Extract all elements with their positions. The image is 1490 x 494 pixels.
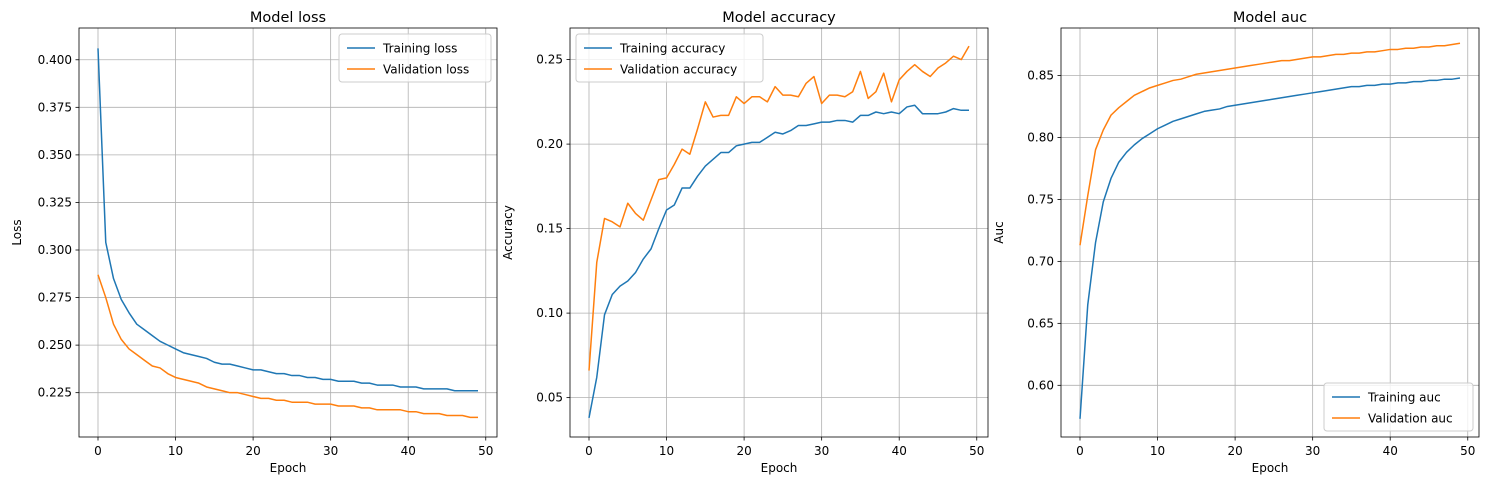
y-tick-label: 0.60	[1027, 378, 1054, 392]
y-tick-label: 0.325	[38, 195, 72, 209]
legend-label: Validation auc	[1368, 412, 1453, 426]
chart-panel-2: 0 10 20 30 40 50 0.05 0.10 0.15 0.20 0.25 Model acc…	[501, 10, 989, 475]
x-tick-label: 40	[1383, 444, 1398, 458]
x-tick-label: 0	[1076, 444, 1084, 458]
plot-frame	[1060, 27, 1480, 438]
chart-title: Model auc	[1233, 10, 1307, 26]
x-tick-label: 10	[168, 444, 183, 458]
y-tick-label: 0.400	[38, 53, 72, 67]
y-tick-label: 0.375	[38, 100, 72, 114]
legend-box	[575, 33, 764, 83]
x-tick-label: 50	[1460, 444, 1475, 458]
y-tick-label: 0.10	[536, 306, 563, 320]
legend: Training auc Validation auc	[1323, 382, 1474, 432]
chart-panel-3: 0 10 20 30 40 50 0.60 0.65 0.70 0.75 0.80 0.85 Model…	[992, 10, 1480, 475]
legend: Training accuracy Validation accuracy	[575, 33, 764, 83]
x-tick-label: 10	[659, 444, 674, 458]
plot-frame	[78, 27, 498, 438]
x-tick-label: 0	[94, 444, 102, 458]
chart-panel-1: 0 10 20 30 40 50 0.225 0.250 0.275 0.300 0.325 0.35…	[10, 10, 498, 475]
x-axis-label: Epoch	[270, 461, 307, 475]
y-tick-label: 0.65	[1027, 316, 1054, 330]
y-tick-label: 0.350	[38, 148, 72, 162]
legend-label: Validation accuracy	[620, 63, 737, 77]
chart-title: Model loss	[250, 10, 326, 26]
series-line-training-auc	[1079, 77, 1461, 419]
y-tick-label: 0.250	[38, 338, 72, 352]
x-tick-label: 0	[585, 444, 593, 458]
series-line-training-accuracy	[588, 104, 969, 419]
y-tick-label: 0.300	[38, 243, 72, 257]
y-tick-label: 0.70	[1027, 254, 1054, 268]
plot-frame	[569, 27, 989, 438]
x-tick-label: 50	[478, 444, 493, 458]
y-tick-label: 0.75	[1027, 192, 1054, 206]
series-line-validation-loss	[97, 274, 478, 419]
legend-label: Training auc	[1367, 391, 1441, 405]
y-tick-label: 0.225	[38, 386, 72, 400]
x-tick-label: 30	[323, 444, 338, 458]
x-tick-label: 20	[245, 444, 260, 458]
y-tick-label: 0.20	[536, 137, 563, 151]
x-axis-label: Epoch	[761, 461, 798, 475]
y-tick-label: 0.275	[38, 291, 72, 305]
y-tick-label: 0.25	[536, 53, 563, 67]
x-tick-label: 40	[401, 444, 416, 458]
legend: Training loss Validation loss	[338, 33, 492, 83]
legend-box	[1323, 382, 1474, 432]
y-axis-label: Accuracy	[501, 205, 515, 260]
y-tick-label: 0.05	[536, 391, 563, 405]
legend-box	[338, 33, 492, 83]
legend-label: Validation loss	[383, 63, 469, 77]
legend-label: Training accuracy	[619, 42, 725, 56]
y-tick-label: 0.80	[1027, 130, 1054, 144]
y-axis-label: Loss	[10, 219, 24, 245]
x-tick-label: 10	[1150, 444, 1165, 458]
x-tick-label: 50	[969, 444, 984, 458]
x-tick-label: 20	[1227, 444, 1242, 458]
x-axis-label: Epoch	[1252, 461, 1289, 475]
series-line-training-loss	[97, 48, 478, 392]
x-tick-label: 40	[892, 444, 907, 458]
y-tick-label: 0.15	[536, 222, 563, 236]
x-tick-label: 20	[736, 444, 751, 458]
x-tick-label: 30	[814, 444, 829, 458]
y-axis-label: Auc	[992, 221, 1006, 243]
legend-label: Training loss	[382, 42, 457, 56]
x-tick-label: 30	[1305, 444, 1320, 458]
y-tick-label: 0.85	[1027, 68, 1054, 82]
series-line-validation-accuracy	[588, 45, 970, 371]
chart-title: Model accuracy	[722, 10, 836, 26]
series-line-validation-auc	[1079, 42, 1461, 246]
